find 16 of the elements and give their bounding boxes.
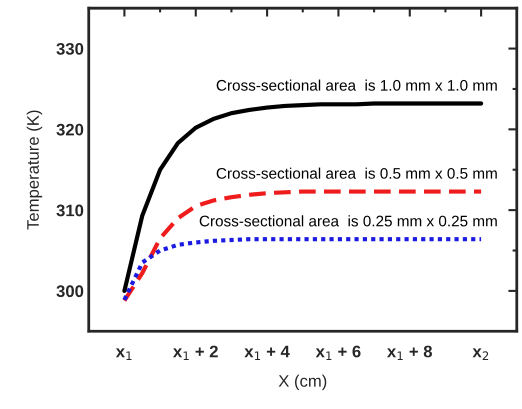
- y-tick-label: 300: [56, 285, 84, 298]
- series-label: Cross-sectional area is 0.5 mm x 0.5 mm: [216, 168, 497, 179]
- x-tick-label: x$_{1}$ + 4: [244, 346, 290, 360]
- x-tick-label: x$_{1}$ + 2: [173, 346, 218, 360]
- y-tick-label: 330: [56, 42, 84, 55]
- x-tick-label: x$_{1}$ + 6: [316, 346, 361, 360]
- x-tick-label: x$_{2}$: [472, 348, 488, 360]
- y-tick-label: 320: [56, 124, 84, 136]
- x-tick-label: x$_{1}$: [116, 348, 132, 360]
- y-tick-label: 310: [56, 204, 84, 216]
- y-axis-title: Temperature (K): [26, 110, 42, 230]
- x-tick-label: x$_{1}$ + 8: [387, 346, 432, 360]
- line-series: [122, 237, 484, 302]
- series-label: Cross-sectional area is 1.0 mm x 1.0 mm: [216, 80, 497, 91]
- x-axis-title: X (cm): [278, 374, 326, 390]
- series-label: Cross-sectional area is 0.25 mm x 0.25 mm: [200, 215, 497, 226]
